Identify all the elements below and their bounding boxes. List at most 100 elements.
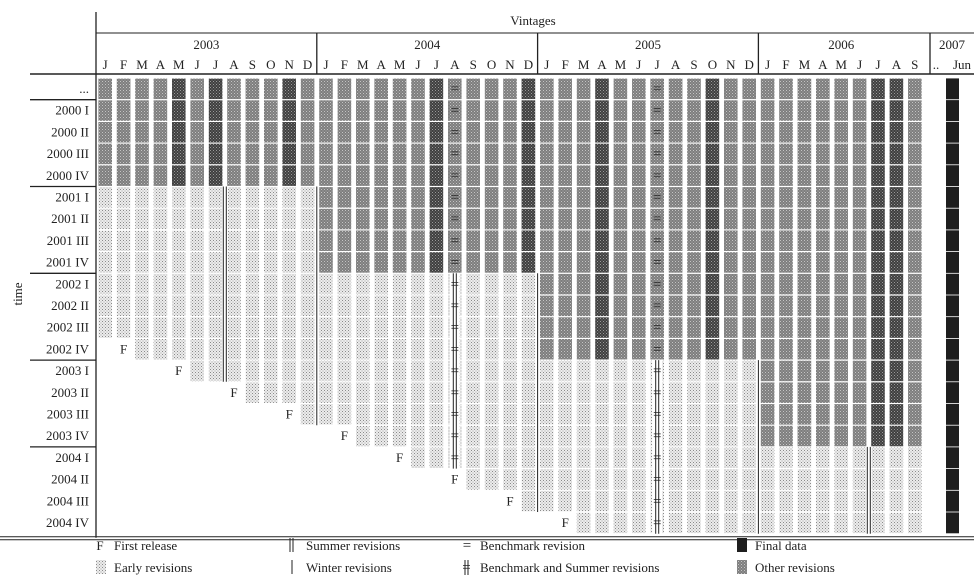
other-revision-cell [668, 208, 683, 230]
other-revision-cell [852, 339, 867, 360]
early-revision-cell [484, 382, 499, 403]
other-revision-cell [374, 78, 388, 100]
early-revision-cell [411, 404, 425, 425]
other-revision-cell [595, 78, 609, 100]
row-label: 2004 III [47, 493, 89, 508]
early-revision-cell [411, 360, 425, 382]
early-revision-cell [356, 317, 370, 338]
other-revision-cell [135, 100, 149, 121]
other-revision-cell [540, 317, 554, 338]
other-revision-cell [632, 165, 646, 186]
other-revision-cell [319, 187, 333, 208]
early-revision-cell [227, 252, 241, 273]
other-revision-cell [742, 143, 756, 165]
early-revision-cell [429, 447, 444, 468]
month-label: O [487, 57, 496, 72]
other-revision-cell [650, 187, 664, 208]
final-data-cell [946, 360, 959, 382]
other-revision-cell [503, 78, 517, 100]
early-revision-cell [282, 230, 296, 251]
early-revision-cell [135, 252, 149, 273]
early-revision-cell [595, 404, 609, 425]
early-revision-cell [668, 404, 683, 425]
other-revision-cell [797, 208, 812, 230]
early-revision-cell [687, 512, 701, 534]
other-revision-cell [724, 122, 738, 143]
other-revision-cell [595, 122, 609, 143]
other-revision-cell [724, 208, 738, 230]
early-revision-cell [208, 317, 223, 338]
month-label: M [173, 57, 185, 72]
early-revision-cell [852, 512, 867, 534]
other-revision-cell [668, 252, 683, 273]
benchmark-summer-mark: = [451, 385, 459, 401]
other-revision-cell [98, 78, 112, 100]
other-revision-cell [871, 317, 885, 338]
other-revision-cell [374, 122, 388, 143]
benchmark-revision-mark: = [653, 147, 661, 163]
other-revision-cell [650, 295, 664, 317]
other-revision-cell [705, 230, 720, 251]
row-label: 2000 II [51, 124, 89, 139]
other-revision-cell [576, 208, 591, 230]
other-revision-cell [558, 295, 572, 317]
early-revision-cell [871, 512, 885, 534]
other-revision-cell [908, 143, 922, 165]
early-revision-cell [724, 490, 738, 512]
other-revision-cell [576, 100, 591, 121]
final-data-cell [946, 230, 959, 252]
month-label: A [450, 57, 460, 72]
other-revision-cell [613, 230, 628, 251]
early-revision-cell [503, 404, 517, 425]
early-revision-cell [264, 252, 278, 273]
other-revision-cell [595, 252, 609, 273]
other-revision-cell [411, 208, 425, 230]
other-revision-cell [687, 122, 701, 143]
final-data-cell [946, 208, 959, 230]
other-revision-cell [687, 295, 701, 317]
early-revision-cell [558, 490, 572, 512]
other-revision-cell [779, 425, 793, 447]
early-revision-cell [779, 447, 793, 468]
early-revision-cell [724, 404, 738, 425]
other-revision-cell [264, 100, 278, 121]
early-revision-cell [760, 490, 775, 512]
other-revision-cell [227, 165, 241, 186]
early-revision-cell [484, 339, 499, 360]
early-revision-cell [374, 339, 388, 360]
month-label: A [597, 57, 607, 72]
early-revision-cell [245, 295, 260, 317]
other-revision-cell [908, 425, 922, 447]
other-revision-cell [852, 404, 867, 425]
frame-layer [0, 12, 974, 541]
year-labels: 2003 2004 2005 2006 2007 [193, 37, 965, 52]
early-revision-cell [668, 447, 683, 468]
legend-label: Benchmark and Summer revisions [480, 560, 659, 575]
other-revision-cell [153, 122, 168, 143]
other-revision-cell [797, 295, 812, 317]
other-revision-cell [116, 100, 131, 121]
first-release-mark: F [120, 341, 127, 356]
early-revision-cell [540, 469, 554, 490]
early-revision-cell [264, 360, 278, 382]
early-revision-cell [632, 469, 646, 490]
other-revision-cell [153, 78, 168, 100]
other-revision-cell [705, 317, 720, 338]
month-label: D [524, 57, 533, 72]
other-revision-cell [503, 208, 517, 230]
early-revision-cell [521, 273, 536, 295]
early-revision-cell [392, 317, 407, 338]
other-revision-cell [337, 122, 352, 143]
benchmark-revision-mark: = [451, 82, 459, 98]
year-label: 2003 [193, 37, 219, 52]
early-revision-cell [98, 187, 112, 208]
early-revision-cell [282, 382, 296, 403]
other-revision-cell [576, 165, 591, 186]
early-revision-cell [411, 295, 425, 317]
year-label: 2007 [939, 37, 966, 52]
early-revision-cell [540, 360, 554, 382]
other-revision-cell [521, 165, 536, 186]
other-revision-cell [135, 78, 149, 100]
month-label: A [818, 57, 828, 72]
early-revision-cell [319, 273, 333, 295]
